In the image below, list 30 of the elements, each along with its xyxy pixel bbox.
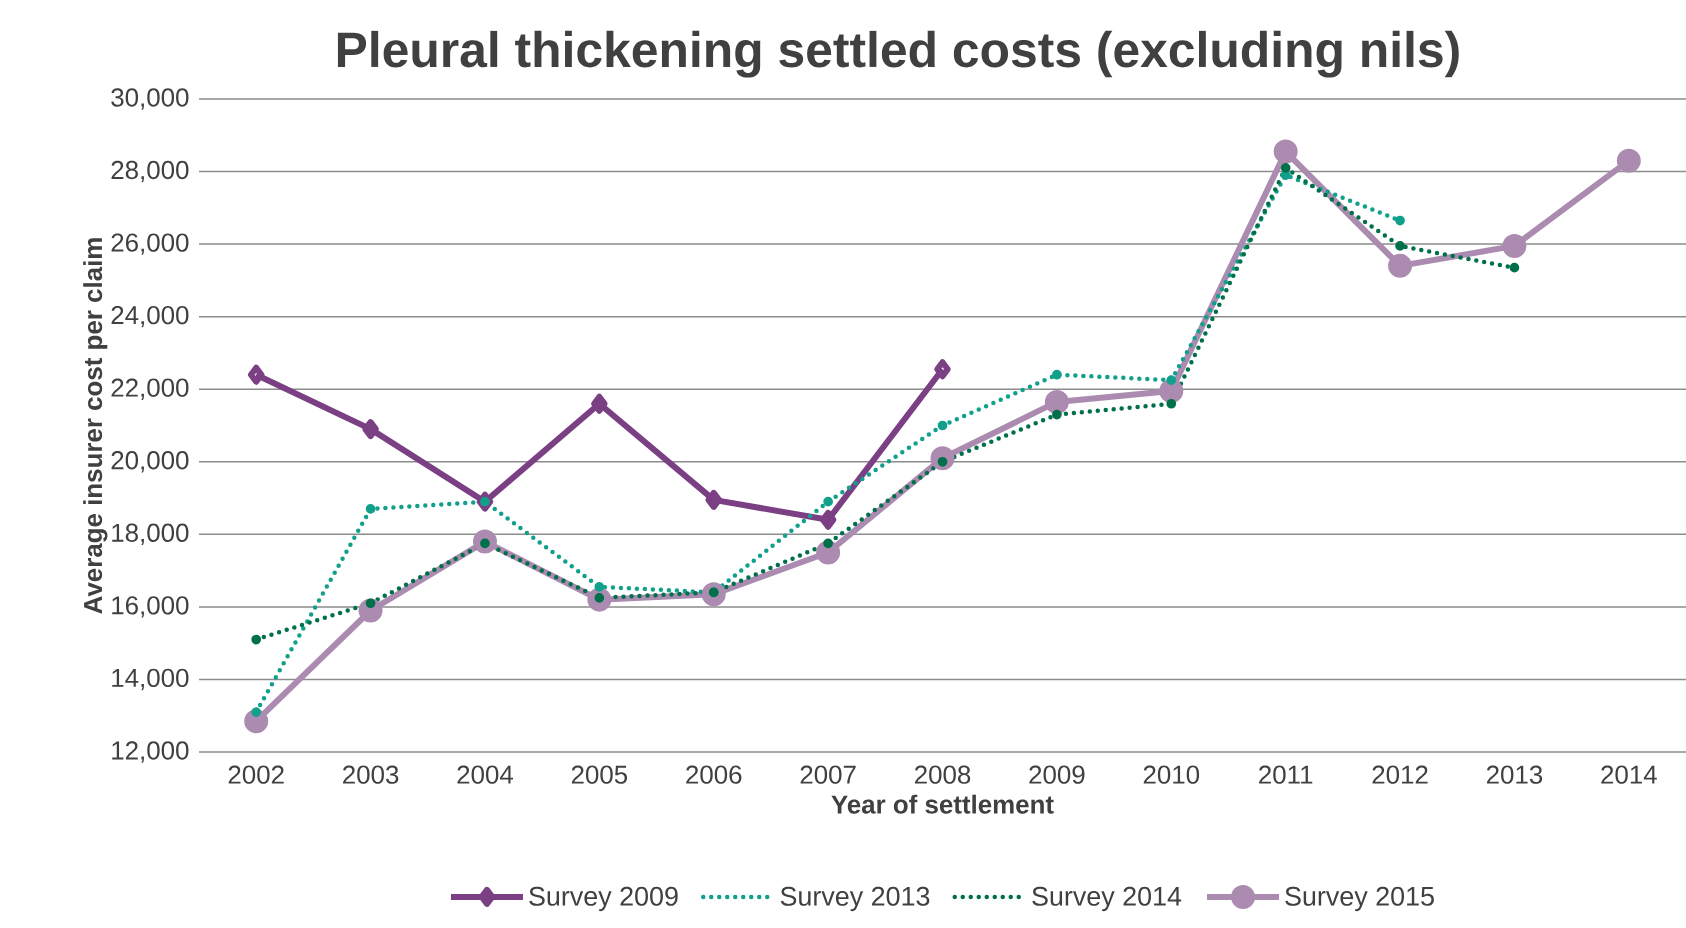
x-tick-label: 2006 bbox=[686, 765, 742, 784]
x-tick-label: 2012 bbox=[1372, 765, 1428, 784]
y-tick-label: 16,000 bbox=[112, 596, 189, 618]
x-tick-label: 2011 bbox=[1259, 765, 1313, 784]
x-tick-label: 2004 bbox=[457, 765, 514, 784]
y-tick-label: 14,000 bbox=[112, 668, 189, 691]
y-tick-label: 28,000 bbox=[111, 160, 189, 183]
x-tick-label: 2008 bbox=[914, 765, 971, 784]
legend-label: Survey 2013 bbox=[780, 886, 930, 912]
legend-label: Survey 2009 bbox=[529, 886, 678, 912]
x-tick-label: 2009 bbox=[1029, 765, 1085, 784]
y-axis-title: Average insurer cost per claim bbox=[83, 238, 108, 614]
x-tick-label: 2002 bbox=[228, 765, 284, 784]
y-tick-label: 22,000 bbox=[111, 378, 189, 400]
x-tick-label: 2010 bbox=[1143, 765, 1200, 784]
chart-title: Pleural thickening settled costs (excluding nils) bbox=[337, 30, 1459, 78]
y-tick-label: 30,000 bbox=[111, 88, 189, 110]
x-tick-label: 2014 bbox=[1601, 765, 1657, 784]
x-tick-label: 2003 bbox=[343, 765, 399, 784]
y-tick-label: 24,000 bbox=[111, 305, 189, 328]
x-tick-label: 2013 bbox=[1486, 765, 1543, 784]
y-tick-label: 18,000 bbox=[112, 523, 189, 546]
x-tick-label: 2005 bbox=[571, 765, 628, 784]
x-axis-title: Year of settlement bbox=[831, 794, 1054, 814]
legend-label: Survey 2014 bbox=[1032, 886, 1182, 912]
y-tick-label: 12,000 bbox=[112, 741, 189, 763]
y-tick-label: 20,000 bbox=[111, 451, 189, 473]
y-tick-label: 26,000 bbox=[111, 233, 189, 255]
x-tick-label: 2007 bbox=[800, 765, 856, 784]
legend-label: Survey 2015 bbox=[1285, 886, 1434, 912]
